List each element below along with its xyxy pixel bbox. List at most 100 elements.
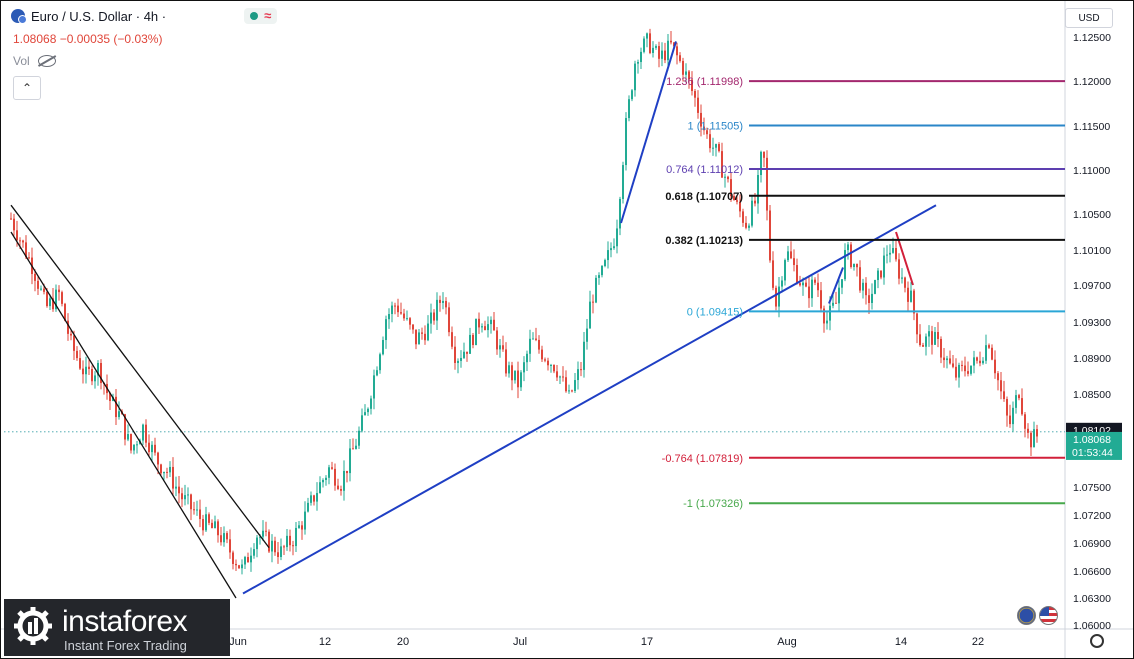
candle-body	[496, 330, 498, 350]
candle-body	[13, 218, 15, 231]
candle-body	[928, 331, 930, 337]
candle-body	[580, 369, 582, 371]
candle-body	[766, 157, 768, 211]
candle-body	[850, 244, 852, 268]
candle-body	[454, 346, 456, 363]
trend-line-impulse-jul[interactable]	[620, 41, 677, 224]
candle-body	[142, 424, 144, 441]
us-flag-icon[interactable]	[1039, 606, 1058, 625]
candle-body	[247, 557, 249, 563]
settings-icon[interactable]	[1090, 634, 1104, 648]
candle-body	[607, 250, 609, 261]
volume-legend[interactable]: Vol	[13, 54, 56, 68]
logo-tagline: Instant Forex Trading	[64, 638, 187, 653]
trend-line-impulse-aug[interactable]	[828, 267, 844, 304]
wave-icon: ≈	[264, 8, 272, 23]
candle-body	[367, 408, 369, 413]
candle-body	[841, 279, 843, 288]
candle-body	[445, 300, 447, 308]
candle-body	[661, 50, 663, 59]
candle-body	[676, 46, 678, 56]
y-tick-label: 1.08900	[1073, 353, 1111, 365]
candle-body	[952, 363, 954, 367]
candle-body	[574, 380, 576, 391]
candle-body	[115, 396, 117, 418]
candle-body	[358, 430, 360, 446]
candle-body	[826, 320, 828, 324]
candle-body	[289, 535, 291, 546]
candle-body	[514, 370, 516, 381]
x-tick-label: Jul	[513, 636, 527, 648]
candle-body	[235, 563, 237, 566]
watermark-logo: instaforex Instant Forex Trading	[4, 599, 230, 656]
candle-body	[862, 282, 864, 291]
candle-body	[1030, 432, 1032, 448]
fib-level-label: 0 (1.09415)	[687, 306, 743, 318]
candle-body	[1018, 395, 1020, 399]
candle-body	[409, 318, 411, 325]
candle-body	[640, 51, 642, 63]
candle-body	[340, 489, 342, 491]
candle-body	[724, 176, 726, 178]
candle-body	[199, 509, 201, 520]
candle-body	[811, 279, 813, 299]
current-price-tag-text: 1.08068	[1073, 434, 1111, 446]
candle-body	[706, 130, 708, 135]
y-tick-label: 1.07500	[1073, 482, 1111, 494]
event-flags[interactable]	[1017, 606, 1058, 625]
candle-body	[484, 326, 486, 331]
currency-button[interactable]: USD	[1065, 8, 1113, 28]
x-tick-label: 17	[641, 636, 653, 648]
trend-line-channel-upper[interactable]	[10, 204, 270, 549]
candle-body	[385, 319, 387, 341]
candle-body	[466, 351, 468, 354]
candle-body	[379, 354, 381, 371]
candle-body	[832, 302, 834, 306]
candle-body	[1000, 380, 1002, 392]
hide-eye-icon[interactable]	[37, 55, 56, 67]
current-price-tag	[1066, 431, 1122, 460]
candle-body	[463, 351, 465, 358]
trend-line-uptrend-support[interactable]	[242, 204, 937, 595]
collapse-legend-button[interactable]: ⌃	[13, 76, 41, 100]
candle-body	[619, 198, 621, 229]
candle-body	[601, 265, 603, 276]
candle-body	[190, 494, 192, 510]
candle-body	[910, 290, 912, 302]
countdown-text: 01:53:44	[1072, 447, 1113, 459]
symbol-title[interactable]: Euro / U.S. Dollar · 4h ·	[31, 8, 167, 24]
eu-flag-icon[interactable]	[1017, 606, 1036, 625]
candle-body	[772, 260, 774, 288]
candle-body	[775, 287, 777, 307]
candle-body	[892, 247, 894, 253]
candle-body	[64, 303, 66, 321]
trend-line-decline-aug[interactable]	[895, 231, 914, 286]
candle-body	[160, 464, 162, 474]
symbol-header[interactable]: Euro / U.S. Dollar · 4h · ≈	[11, 8, 278, 24]
candle-body	[19, 240, 21, 242]
candle-body	[757, 174, 759, 204]
candle-body	[220, 535, 222, 543]
candle-body	[1006, 398, 1008, 416]
candle-body	[628, 99, 630, 119]
candle-body	[223, 533, 225, 543]
candle-body	[1024, 414, 1026, 429]
trend-line-channel-lower[interactable]	[10, 231, 237, 599]
candle-body	[847, 244, 849, 251]
market-open-icon	[250, 12, 259, 20]
candle-body	[727, 176, 729, 180]
candle-body	[568, 390, 570, 392]
candle-body	[490, 319, 492, 325]
candle-body	[907, 287, 909, 302]
candle-body	[253, 549, 255, 556]
candle-body	[133, 444, 135, 451]
market-status-pill[interactable]: ≈	[244, 8, 278, 24]
candle-body	[736, 200, 738, 202]
candle-body	[364, 412, 366, 416]
candle-body	[958, 364, 960, 378]
candle-body	[109, 393, 111, 401]
candle-body	[550, 364, 552, 366]
candle-body	[667, 40, 669, 61]
candle-body	[34, 273, 36, 281]
